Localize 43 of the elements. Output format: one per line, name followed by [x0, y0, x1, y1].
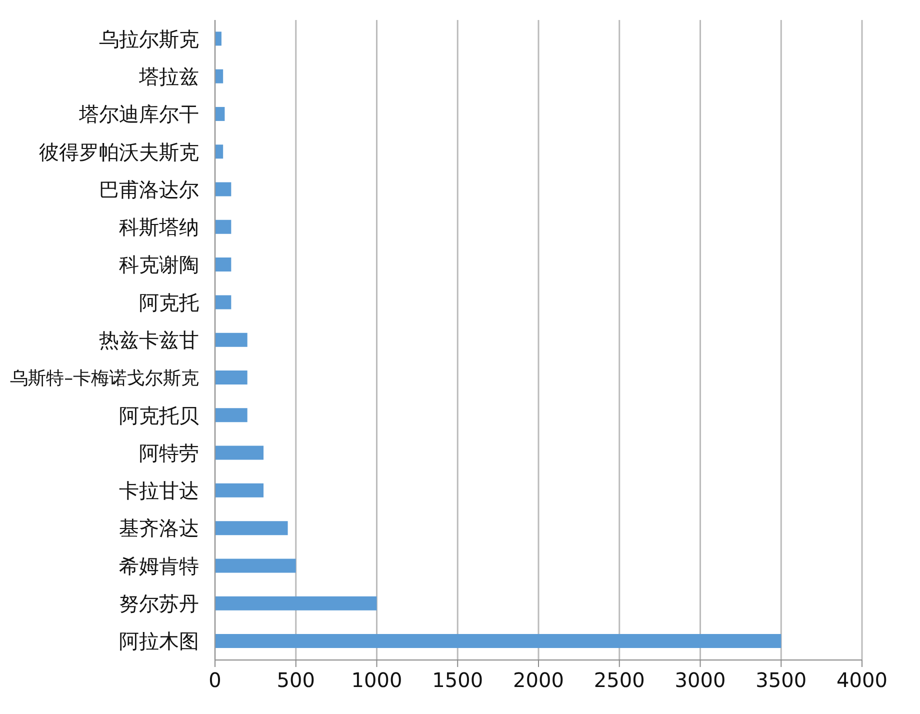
- bar: [215, 182, 232, 196]
- y-tick-label: 塔尔迪库尔干: [78, 102, 199, 126]
- x-tick-label: 4000: [836, 668, 888, 692]
- bar: [215, 370, 248, 384]
- y-tick-label: 阿克托贝: [119, 403, 199, 428]
- y-tick-label: 卡拉甘达: [119, 478, 199, 503]
- bar: [215, 69, 224, 84]
- x-tick-label: 3500: [756, 668, 807, 692]
- bar: [215, 295, 232, 310]
- x-tick-label: 2000: [513, 668, 564, 692]
- y-tick-label: 热兹卡兹甘: [99, 328, 199, 352]
- x-tick-label: 0: [208, 668, 222, 692]
- x-tick-label: 2500: [594, 668, 645, 692]
- bar: [215, 332, 248, 347]
- y-tick-label: 阿拉木图: [119, 629, 199, 654]
- x-tick-label: 1000: [351, 668, 402, 692]
- x-tick-label: 1500: [432, 668, 484, 692]
- y-tick-label: 阿特劳: [139, 440, 199, 465]
- y-tick-label: 基齐洛达: [119, 516, 199, 540]
- bar: [215, 144, 224, 159]
- bar: [215, 596, 377, 610]
- bar: [215, 634, 782, 648]
- y-tick-label: 阿克托: [139, 290, 199, 314]
- y-tick-label: 塔拉兹: [138, 64, 199, 88]
- y-tick-label: 巴甫洛达尔: [99, 177, 199, 202]
- bar: [215, 558, 296, 573]
- bar: [215, 446, 264, 460]
- y-tick-label: 希姆肯特: [119, 554, 199, 578]
- bar: [215, 32, 222, 46]
- y-tick-label: 乌拉尔斯克: [99, 26, 199, 51]
- y-tick-label: 科克谢陶: [119, 252, 199, 277]
- bar: [215, 220, 232, 234]
- bar: [215, 106, 225, 121]
- y-tick-label: 科斯塔纳: [119, 215, 199, 240]
- y-tick-label: 努尔苏丹: [119, 592, 199, 616]
- y-tick-label: 彼得罗帕沃夫斯克: [39, 140, 199, 164]
- x-tick-label: 3000: [674, 668, 726, 692]
- x-tick-label: 500: [276, 668, 315, 692]
- bar: [215, 408, 248, 422]
- bar: [215, 258, 232, 272]
- bar: [215, 521, 288, 536]
- y-tick-label: 乌斯特–卡梅诺戈尔斯克: [10, 368, 199, 389]
- bar: [215, 483, 264, 498]
